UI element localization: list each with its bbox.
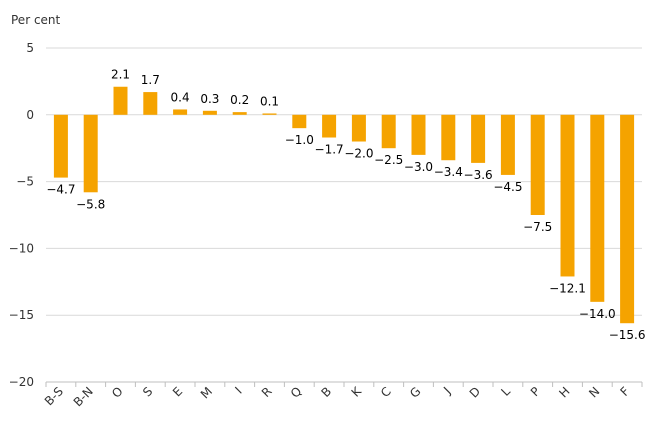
data-label: −3.6 xyxy=(464,168,493,182)
bar-K xyxy=(351,114,366,142)
grid-lines xyxy=(45,47,643,387)
bar-O xyxy=(113,86,128,115)
bar-F xyxy=(620,114,635,324)
data-label: −3.0 xyxy=(404,160,433,174)
x-category-label: C xyxy=(378,384,394,400)
bar-J xyxy=(441,114,456,161)
x-category-label: O xyxy=(109,384,126,401)
bar-R xyxy=(262,113,277,115)
x-axis-category-labels: B-S B-N O S E M I R Q B K C G J D L P H N F xyxy=(42,383,632,409)
data-label: 0.4 xyxy=(171,90,190,104)
bar-B-S xyxy=(53,114,68,178)
data-label: 0.1 xyxy=(260,94,279,108)
y-tick-label: 5 xyxy=(26,41,34,55)
x-category-label: I xyxy=(232,384,244,396)
bar-B-N xyxy=(83,114,98,193)
x-category-label: H xyxy=(556,384,572,400)
data-label: −14.0 xyxy=(579,307,616,321)
y-tick-label: −10 xyxy=(9,241,34,255)
data-label: −3.4 xyxy=(434,165,463,179)
x-category-label: F xyxy=(617,384,632,399)
y-tick-label: 0 xyxy=(26,108,34,122)
data-label: −1.7 xyxy=(315,143,344,157)
bar-G xyxy=(411,114,426,155)
x-category-label: N xyxy=(586,384,602,400)
bar-Q xyxy=(292,114,307,129)
data-label: 0.2 xyxy=(230,93,249,107)
x-category-label: S xyxy=(140,384,155,399)
y-tick-label: −15 xyxy=(9,308,34,322)
bars xyxy=(53,86,635,324)
data-label: 2.1 xyxy=(111,68,130,82)
data-label: −2.5 xyxy=(374,153,403,167)
bar-B xyxy=(322,114,337,138)
y-axis-unit-label: Per cent xyxy=(11,13,61,27)
x-category-label: K xyxy=(349,383,365,399)
bar-L xyxy=(500,114,515,175)
bar-H xyxy=(560,114,575,277)
bar-C xyxy=(381,114,396,149)
data-label: −4.5 xyxy=(493,180,522,194)
x-category-label: E xyxy=(170,384,185,399)
x-category-label: Q xyxy=(288,384,305,401)
bar-E xyxy=(173,109,188,115)
bar-N xyxy=(590,114,605,302)
data-label: 0.3 xyxy=(200,92,219,106)
x-category-label: B xyxy=(318,384,334,400)
y-axis-tick-labels: 5 0 −5 −10 −15 −20 xyxy=(9,41,34,389)
y-tick-label: −20 xyxy=(9,375,34,389)
x-category-label: D xyxy=(467,384,483,400)
data-label: −12.1 xyxy=(549,281,586,295)
x-category-label: M xyxy=(198,384,215,401)
bar-S xyxy=(143,92,158,115)
bar-I xyxy=(232,112,247,115)
data-label: 1.7 xyxy=(141,73,160,87)
data-label: −7.5 xyxy=(523,220,552,234)
y-tick-label: −5 xyxy=(16,175,34,189)
bar-M xyxy=(202,110,217,115)
x-category-label: B-S xyxy=(42,384,66,408)
x-category-label: L xyxy=(498,384,513,399)
data-label: −2.0 xyxy=(344,147,373,161)
bar-D xyxy=(471,114,486,163)
x-category-label: G xyxy=(407,384,423,400)
bar-P xyxy=(530,114,545,215)
x-category-label: R xyxy=(259,384,275,400)
data-label: −1.0 xyxy=(285,133,314,147)
data-label: −4.7 xyxy=(46,183,75,197)
x-category-label: P xyxy=(528,384,543,399)
x-category-label: J xyxy=(440,384,453,397)
data-label: −5.8 xyxy=(76,197,105,211)
x-category-label: B-N xyxy=(71,384,96,409)
data-label: −15.6 xyxy=(609,328,646,342)
data-labels: −4.7−5.8 2.1 1.7 0.4 0.3 0.2 0.1 −1.0−1.7 −2.0 −2… xyxy=(46,68,645,342)
